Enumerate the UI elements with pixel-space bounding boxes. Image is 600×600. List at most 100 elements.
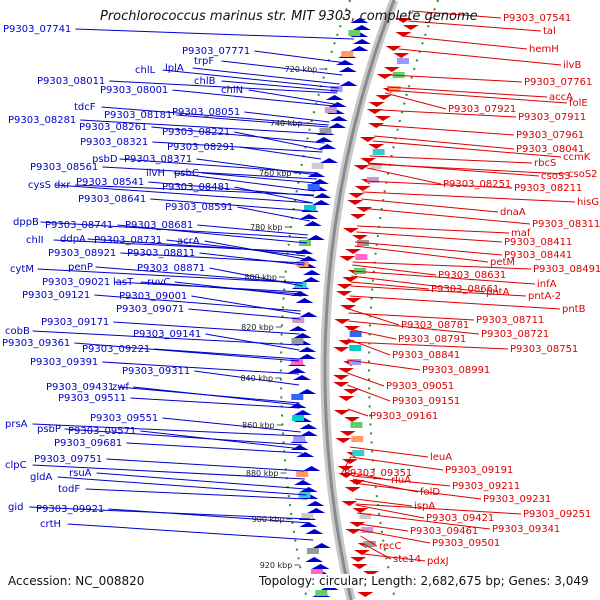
- forward-gene-arrow: [293, 375, 312, 380]
- forward-leader-line: [248, 89, 335, 105]
- reverse-gene-label: P9303_09341: [492, 524, 560, 535]
- forward-cog-block: [293, 436, 306, 442]
- tick-label: 760 kbp: [259, 169, 292, 178]
- forward-gene-arrow: [298, 347, 317, 352]
- forward-gene-arrow: [299, 256, 318, 261]
- reverse-gene-label: accA: [549, 92, 573, 103]
- forward-gene-label: P9303_09121: [22, 290, 90, 301]
- reverse-gene-label: P9303_09211: [452, 481, 520, 492]
- reverse-cog-block: [366, 177, 379, 183]
- forward-gene-label: P9303_08541: [76, 177, 144, 188]
- reverse-leader-line: [366, 167, 442, 185]
- forward-leader-line: [55, 184, 313, 204]
- forward-gene-arrow: [306, 235, 325, 240]
- reverse-leader-line: [355, 498, 413, 507]
- forward-leader-line: [75, 28, 354, 40]
- reverse-gene-label: P9303_09051: [386, 381, 454, 392]
- forward-leader-line: [130, 397, 300, 409]
- reverse-leader-line: [356, 231, 503, 243]
- forward-gene-label: P9303_09361: [2, 338, 70, 349]
- reverse-gene-label: P9303_08991: [422, 365, 490, 376]
- forward-gene-arrow: [303, 221, 322, 226]
- forward-gene-label: psbP: [37, 424, 61, 435]
- forward-cog-block: [311, 163, 324, 169]
- reverse-gene-arrow: [356, 207, 373, 212]
- forward-gene-label: P9303_09571: [68, 426, 136, 437]
- forward-gene-label: chlB: [194, 76, 216, 87]
- forward-gene-arrow: [338, 67, 357, 72]
- forward-leader-line: [140, 430, 303, 450]
- tick-label: 740 kbp: [270, 119, 303, 128]
- reverse-gene-label: P9303_09501: [432, 538, 500, 549]
- forward-cog-block: [341, 51, 354, 57]
- reverse-leader-line: [352, 475, 451, 487]
- forward-gene-label: P9303_08741: [45, 220, 113, 231]
- reverse-cog-block: [350, 422, 363, 428]
- reverse-gene-arrow: [338, 473, 355, 478]
- forward-gene-label: trpF: [194, 56, 214, 67]
- forward-cog-block: [292, 317, 305, 323]
- forward-gene-arrow: [293, 410, 312, 415]
- forward-cog-block: [319, 128, 332, 134]
- forward-cog-block: [306, 548, 319, 554]
- reverse-gene-label: pntB: [562, 304, 586, 315]
- forward-leader-line: [37, 268, 303, 284]
- reverse-gene-arrow: [352, 508, 369, 513]
- forward-gene-arrow: [299, 431, 318, 436]
- forward-leader-line: [32, 423, 302, 437]
- reverse-gene-arrow: [402, 25, 419, 30]
- reverse-leader-line: [350, 456, 444, 471]
- reverse-gene-label: tal: [543, 26, 556, 37]
- reverse-leader-line: [352, 264, 437, 276]
- reverse-leader-line: [352, 261, 532, 270]
- forward-gene-label: gldA: [30, 472, 52, 483]
- reverse-gene-arrow: [366, 109, 383, 114]
- tick-label-bg: [231, 320, 274, 332]
- forward-gene-label: P9303_08371: [124, 154, 192, 165]
- forward-cog-block: [296, 471, 309, 477]
- reverse-gene-arrow: [385, 46, 402, 51]
- forward-leader-line: [74, 342, 300, 362]
- reverse-gene-label: maf: [511, 228, 531, 239]
- forward-cog-block: [330, 86, 343, 92]
- reverse-gene-arrow: [333, 382, 350, 387]
- forward-gene-arrow: [288, 326, 307, 331]
- forward-leader-line: [101, 106, 329, 126]
- forward-gene-label: lasT: [113, 277, 134, 288]
- reverse-gene-arrow: [354, 186, 371, 191]
- forward-gene-label: P9303_09021: [42, 277, 110, 288]
- reverse-cog-block: [361, 527, 374, 533]
- forward-cog-block: [348, 30, 361, 36]
- reverse-leader-line: [347, 408, 369, 417]
- forward-gene-label: P9303_09071: [116, 304, 184, 315]
- reverse-leader-line: [411, 10, 502, 19]
- forward-gene-arrow: [350, 18, 369, 23]
- reverse-gene-arrow: [333, 375, 350, 380]
- forward-gene-arrow: [328, 123, 347, 128]
- reverse-gene-label: P9303_07541: [503, 13, 571, 24]
- forward-gene-label: P9303_09681: [54, 438, 122, 449]
- reverse-gene-arrow: [375, 95, 392, 100]
- forward-gene-arrow: [296, 452, 315, 457]
- reverse-gene-label: csoS2: [568, 169, 598, 180]
- tick-label-bg: [260, 116, 303, 128]
- tick-label: 880 kbp: [246, 469, 279, 478]
- reverse-leader-line: [359, 529, 431, 544]
- accession-text: Accession: NC_008820: [8, 574, 145, 588]
- forward-cog-block: [304, 205, 317, 211]
- reverse-gene-arrow: [368, 102, 385, 107]
- forward-gene-arrow: [302, 277, 321, 282]
- reverse-gene-arrow: [341, 459, 358, 464]
- forward-cog-block: [301, 513, 314, 519]
- forward-leader-line: [162, 417, 301, 433]
- forward-gene-label: P9303_08871: [137, 263, 205, 274]
- reverse-leader-line: [355, 503, 522, 515]
- reverse-leader-line: [356, 512, 491, 530]
- reverse-gene-label: P9303_07911: [518, 112, 586, 123]
- reverse-cog-block: [363, 541, 376, 547]
- reverse-gene-label: rbcS: [534, 158, 556, 169]
- forward-leader-line: [150, 198, 312, 212]
- forward-gene-label: P9303_09391: [30, 357, 98, 368]
